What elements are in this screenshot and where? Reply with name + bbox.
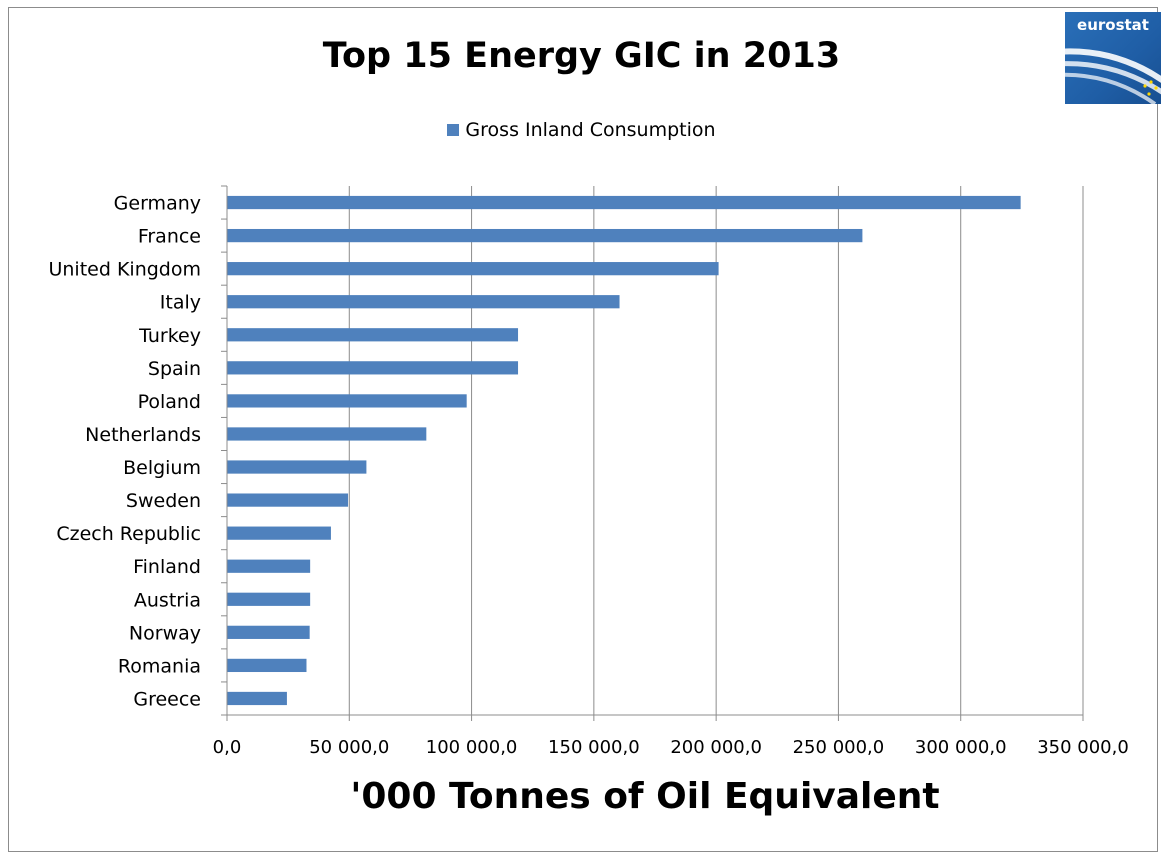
y-category-label: Greece	[133, 688, 201, 710]
x-tick-label: 150 000,0	[548, 737, 640, 758]
x-tick-label: 0,0	[213, 737, 242, 758]
bar	[227, 427, 427, 441]
y-category-label: Spain	[148, 358, 201, 380]
y-category-label: Turkey	[138, 325, 201, 347]
y-category-label: Finland	[133, 556, 201, 578]
bar	[227, 295, 620, 309]
x-tick-label: 200 000,0	[670, 737, 762, 758]
bar	[227, 493, 349, 507]
bar	[227, 559, 311, 573]
y-category-label: Sweden	[126, 490, 201, 512]
x-axis-title: '000 Tonnes of Oil Equivalent	[350, 776, 940, 817]
y-category-label: Netherlands	[85, 424, 201, 446]
y-category-label: France	[138, 226, 201, 248]
bars	[227, 195, 1021, 706]
bar	[227, 394, 467, 408]
y-category-label: Poland	[138, 391, 201, 413]
bar	[227, 228, 863, 243]
x-tick-label: 250 000,0	[793, 737, 885, 758]
bar	[227, 361, 519, 375]
x-tick-label: 100 000,0	[426, 737, 518, 758]
x-tick-label: 300 000,0	[915, 737, 1007, 758]
x-tick-label: 350 000,0	[1037, 737, 1129, 758]
bar	[227, 625, 310, 639]
bar	[227, 526, 331, 540]
y-category-label: Germany	[114, 193, 201, 215]
y-category-label: Romania	[118, 655, 201, 677]
y-category-label: Austria	[134, 589, 201, 611]
bar	[227, 658, 307, 673]
bar	[227, 262, 719, 276]
y-category-label: Belgium	[123, 457, 201, 479]
tick-labels: 0,0 50 000,0 100 000,0 150 000,0 200 000,0 25…	[48, 193, 1128, 758]
logo-swoosh-icon	[1065, 48, 1161, 104]
legend-label: Gross Inland Consumption	[465, 119, 716, 141]
y-category-label: Italy	[160, 292, 201, 314]
bar	[227, 195, 1021, 210]
x-tick-label: 50 000,0	[309, 737, 389, 758]
bar	[227, 328, 519, 342]
chart-frame	[8, 7, 1158, 852]
chart-legend: Gross Inland Consumption	[0, 119, 1163, 141]
y-category-label: United Kingdom	[48, 259, 201, 281]
bar	[227, 592, 311, 606]
logo-text: eurostat	[1077, 16, 1149, 34]
eurostat-logo-icon: eurostat	[1065, 12, 1161, 104]
y-category-label: Norway	[129, 622, 201, 644]
axes	[221, 185, 1084, 721]
bar	[227, 460, 367, 474]
chart-title: Top 15 Energy GIC in 2013	[322, 36, 841, 76]
legend-swatch	[447, 124, 460, 136]
y-category-label: Czech Republic	[56, 523, 201, 545]
bar	[227, 691, 287, 706]
